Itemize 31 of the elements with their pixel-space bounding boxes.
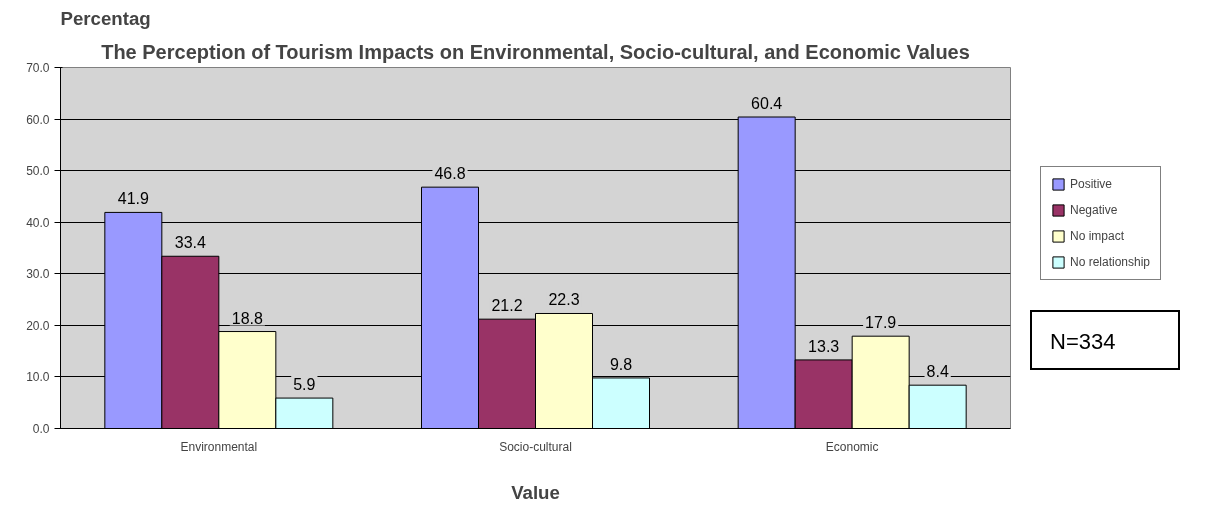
x-axis-title: Value: [511, 481, 560, 503]
data-label: 41.9: [117, 190, 150, 208]
data-label: 60.4: [751, 95, 783, 113]
chart-title: The Perception of Tourism Impacts on Environmental, Socio-cultural, and Economic Values: [101, 40, 970, 63]
legend-label: Negative: [1070, 203, 1118, 217]
y-tick-label: 0.0: [32, 422, 50, 436]
x-tick-label: Environmental: [180, 439, 258, 454]
y-tick-label: 70.0: [26, 61, 50, 75]
data-label: 9.8: [609, 355, 633, 373]
data-label: 21.2: [491, 297, 523, 315]
data-label: 22.3: [548, 291, 580, 309]
y-tick-label: 10.0: [26, 370, 50, 385]
data-label: 46.8: [434, 165, 466, 183]
text: N=334: [1050, 328, 1116, 356]
x-tick-label: Economic: [825, 439, 879, 454]
data-label: 13.3: [808, 337, 840, 355]
y-tick-label: 20.0: [26, 318, 50, 333]
data-label: 18.8: [231, 309, 264, 327]
legend-label: Positive: [1070, 177, 1113, 191]
data-label: 5.9: [293, 376, 316, 394]
y-tick-label: 40.0: [26, 215, 50, 230]
y-tick-label: 50.0: [26, 164, 50, 179]
data-label: 33.4: [174, 234, 207, 252]
x-tick-label: Socio-cultural: [499, 439, 572, 454]
legend-label: No impact: [1070, 229, 1125, 243]
data-label: 17.9: [865, 314, 897, 332]
y-tick-label: 60.0: [26, 112, 50, 127]
y-axis-title: Percentag: [60, 7, 151, 29]
y-tick-label: 30.0: [26, 267, 50, 282]
data-label: 8.4: [926, 363, 949, 381]
legend-label: No relationship: [1070, 255, 1151, 269]
